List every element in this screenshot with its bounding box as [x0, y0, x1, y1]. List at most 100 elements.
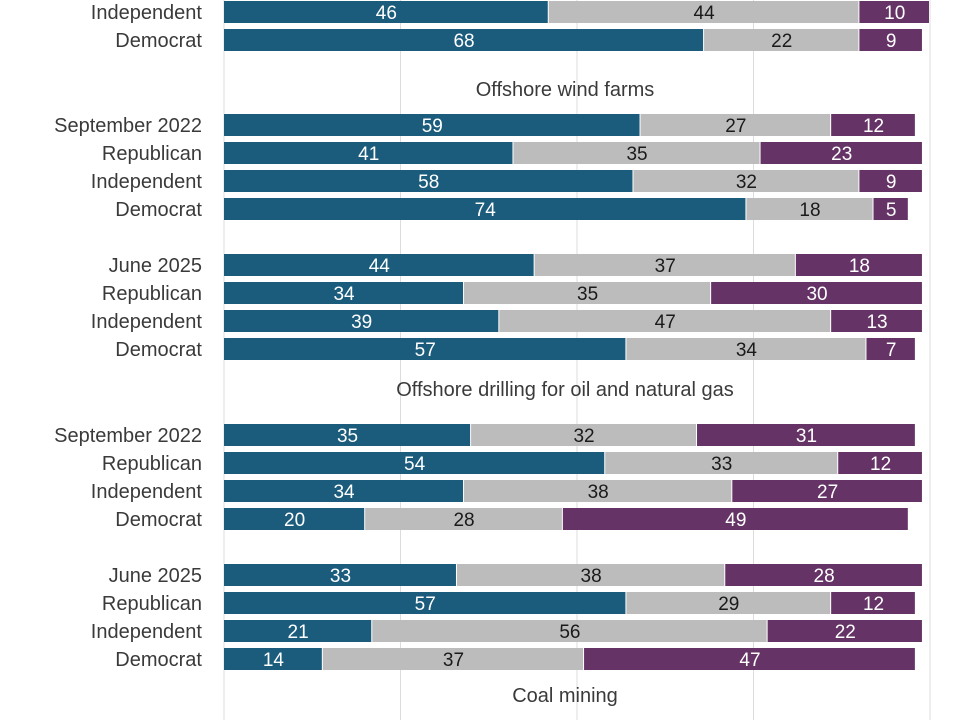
bar-segment — [831, 592, 915, 614]
row-label: Independent — [91, 171, 203, 193]
data-label: 34 — [333, 284, 355, 305]
section-titles: Offshore wind farms Offshore drilling for… — [396, 79, 734, 707]
data-label: 21 — [288, 622, 309, 643]
data-label: 35 — [577, 284, 598, 305]
data-label: 41 — [358, 144, 379, 165]
bar-segment — [224, 620, 372, 642]
data-label: 28 — [814, 566, 835, 587]
row-label: Democrat — [115, 339, 202, 361]
bar-segment — [711, 282, 922, 304]
data-label: 44 — [369, 256, 391, 277]
bar-segment — [640, 114, 831, 136]
bar-segment — [224, 452, 605, 474]
data-label: 56 — [559, 622, 580, 643]
data-label: 58 — [418, 172, 439, 193]
data-label: 18 — [849, 256, 870, 277]
data-label: 27 — [817, 482, 838, 503]
data-label: 68 — [453, 31, 474, 52]
bar-segment — [584, 648, 915, 670]
data-label: 30 — [806, 284, 827, 305]
bar-segment — [760, 142, 922, 164]
row-label: Democrat — [115, 30, 202, 52]
row-label: Republican — [102, 283, 202, 305]
data-label: 12 — [863, 116, 884, 137]
data-label: 32 — [573, 426, 594, 447]
bar-segment — [224, 310, 499, 332]
row-label: Independent — [91, 2, 203, 24]
bar-segment — [562, 508, 908, 530]
bar-segment — [224, 142, 513, 164]
data-label: 34 — [333, 482, 355, 503]
data-label: 10 — [884, 3, 905, 24]
bar-segment — [795, 254, 922, 276]
data-label: 74 — [475, 200, 497, 221]
bar-segment — [224, 480, 464, 502]
row-label: Democrat — [115, 509, 202, 531]
bar-segment — [626, 338, 866, 360]
data-label: 47 — [739, 650, 760, 671]
row-label: Republican — [102, 143, 202, 165]
bar-segment — [224, 508, 365, 530]
bar-segment — [224, 254, 534, 276]
bars: 46 44 10 68 22 9 59 27 12 41 35 23 58 32 9 74 18 5 44 37 18 3… — [224, 1, 929, 671]
data-label: 57 — [415, 594, 436, 615]
section-title: Coal mining — [512, 685, 618, 707]
data-label: 13 — [866, 312, 887, 333]
bar-segment — [365, 508, 562, 530]
data-label: 37 — [443, 650, 464, 671]
bar-segment — [866, 338, 915, 360]
data-label: 12 — [863, 594, 884, 615]
data-label: 23 — [831, 144, 852, 165]
bar-segment — [633, 170, 859, 192]
bar-segment — [767, 620, 922, 642]
bar-segment — [322, 648, 584, 670]
data-label: 59 — [422, 116, 443, 137]
bar-segment — [548, 1, 859, 23]
data-label: 5 — [886, 200, 897, 221]
data-label: 7 — [886, 340, 897, 361]
row-label: Democrat — [115, 199, 202, 221]
row-label: Independent — [91, 621, 203, 643]
row-label: Independent — [91, 311, 203, 333]
row-label: June 2025 — [109, 255, 202, 277]
data-label: 38 — [588, 482, 609, 503]
bar-segment — [859, 29, 922, 51]
section-title: Offshore wind farms — [476, 79, 655, 101]
bar-segment — [732, 480, 922, 502]
bar-segment — [746, 198, 873, 220]
data-label: 12 — [870, 454, 891, 475]
bar-segment — [831, 114, 915, 136]
bar-segment — [831, 310, 922, 332]
data-label: 35 — [626, 144, 647, 165]
data-label: 34 — [736, 340, 758, 361]
bar-segment — [224, 1, 548, 23]
data-label: 47 — [655, 312, 676, 333]
bar-segment — [224, 338, 626, 360]
row-label: September 2022 — [54, 115, 202, 137]
data-label: 35 — [337, 426, 358, 447]
bar-segment — [224, 170, 633, 192]
data-label: 18 — [799, 200, 820, 221]
data-label: 29 — [718, 594, 739, 615]
data-label: 44 — [694, 3, 716, 24]
bar-segment — [372, 620, 767, 642]
bar-segment — [626, 592, 831, 614]
bar-segment — [859, 170, 922, 192]
bar-segment — [697, 424, 915, 446]
bar-segment — [224, 282, 464, 304]
bar-segment — [873, 198, 908, 220]
data-label: 32 — [736, 172, 757, 193]
bar-segment — [704, 29, 859, 51]
bar-segment — [224, 114, 640, 136]
row-label: Democrat — [115, 649, 202, 671]
bar-segment — [499, 310, 831, 332]
data-label: 31 — [796, 426, 817, 447]
data-label: 9 — [886, 172, 897, 193]
data-label: 57 — [415, 340, 436, 361]
data-label: 9 — [886, 31, 897, 52]
row-label: Independent — [91, 481, 203, 503]
data-label: 38 — [581, 566, 602, 587]
data-label: 14 — [263, 650, 285, 671]
bar-segment — [838, 452, 922, 474]
